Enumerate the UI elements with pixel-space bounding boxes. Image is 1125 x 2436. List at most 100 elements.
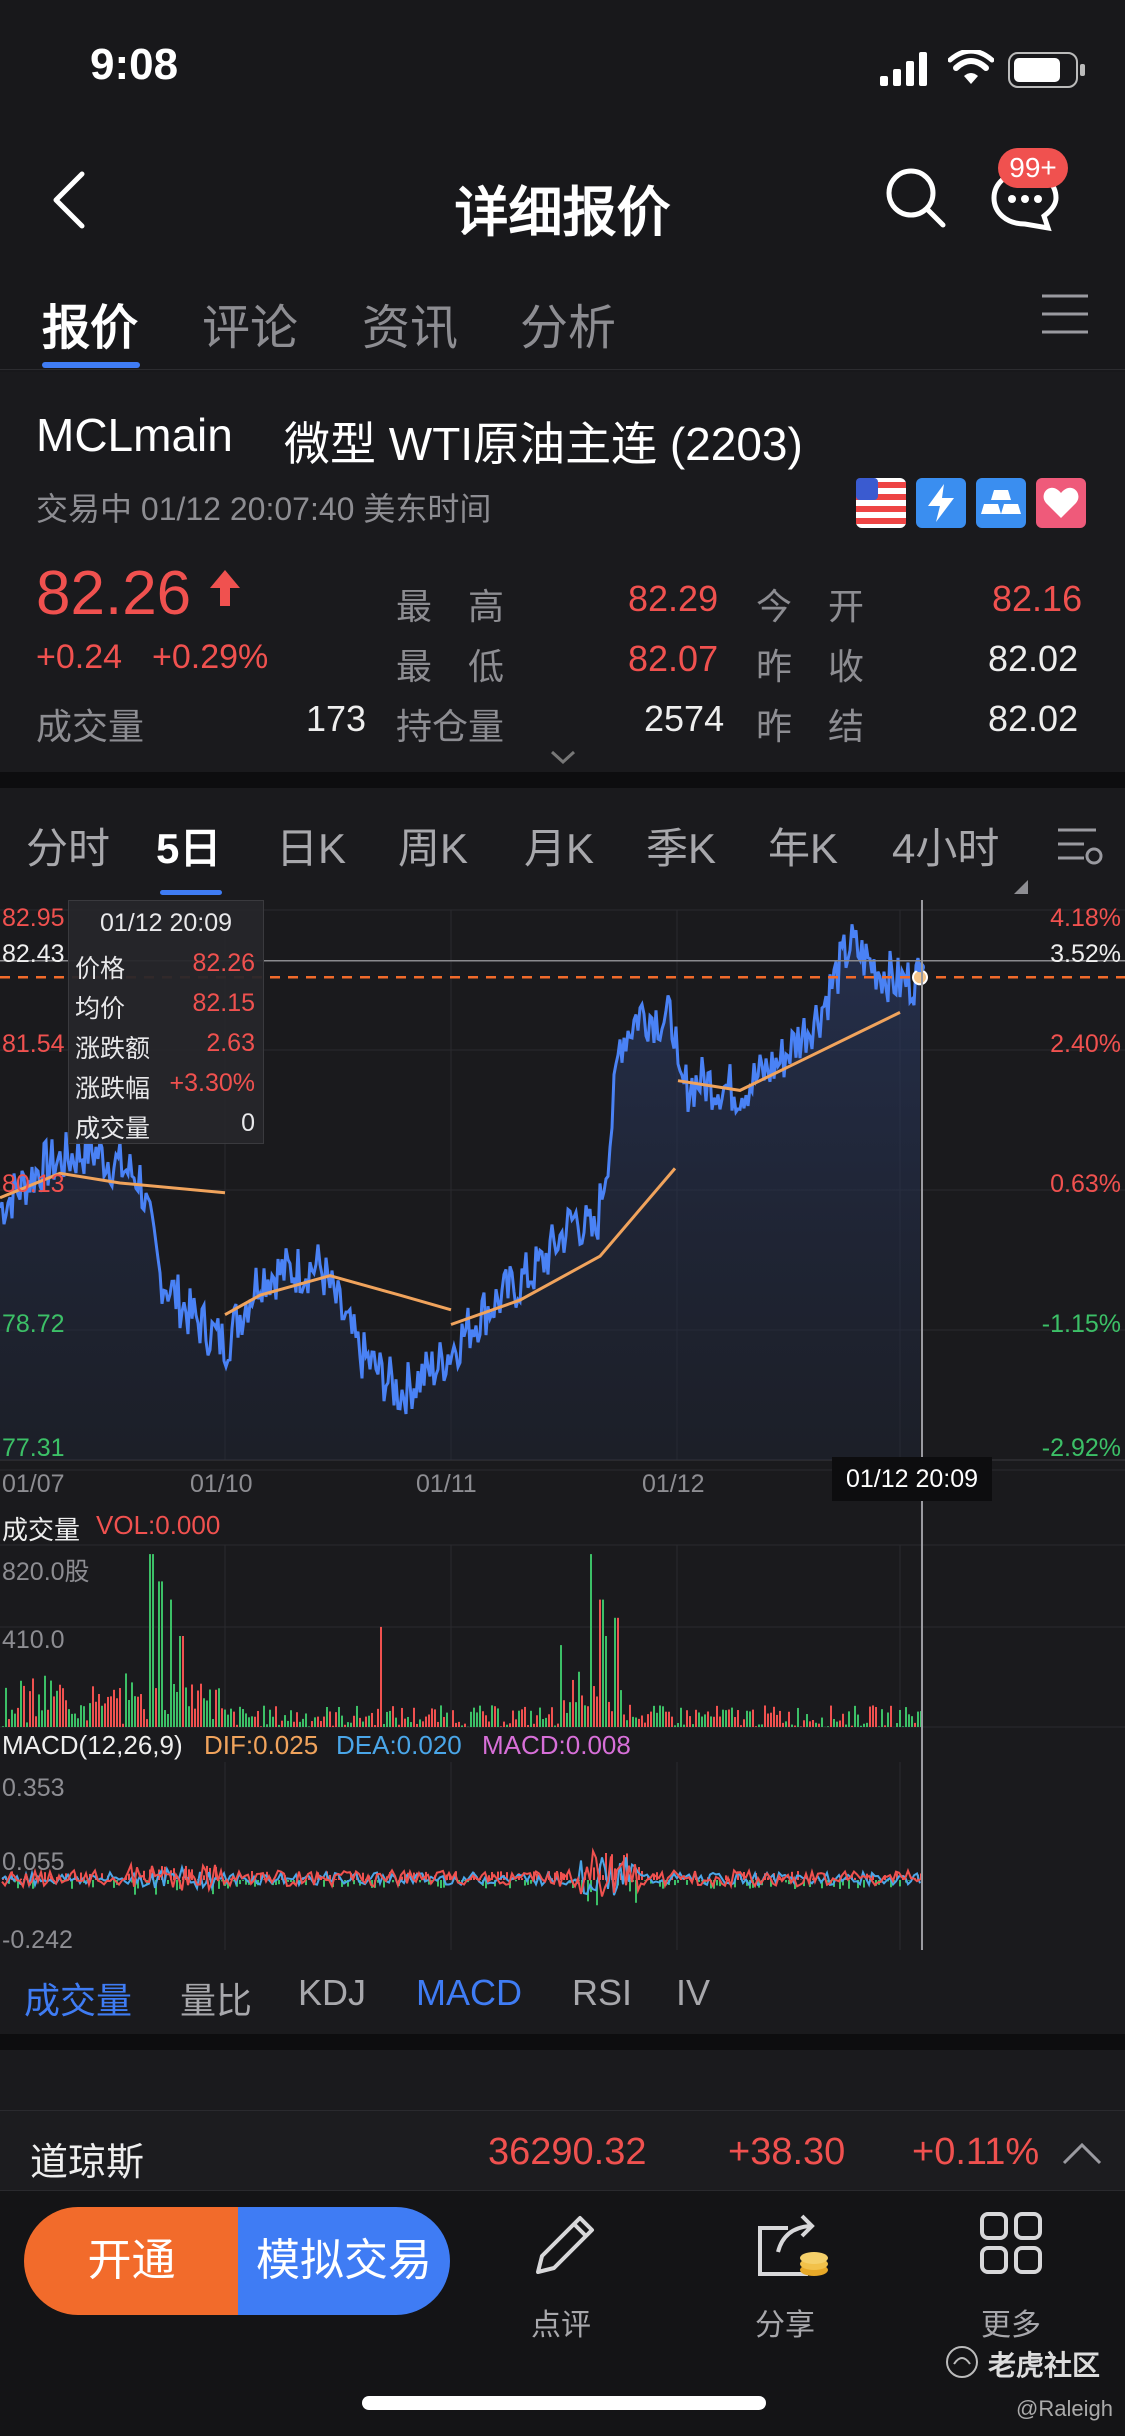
macd-bar xyxy=(308,1877,310,1880)
volume-bar xyxy=(164,1710,166,1727)
open-account-button[interactable]: 开通 xyxy=(24,2207,239,2315)
volume-bar xyxy=(656,1712,658,1727)
volume-bar xyxy=(380,1626,382,1727)
period-tab-monthly[interactable]: 月K xyxy=(524,825,595,872)
volume-bar xyxy=(8,1719,10,1727)
macd-bar xyxy=(485,1880,487,1889)
volume-bar xyxy=(38,1694,40,1727)
volume-bar xyxy=(119,1688,121,1727)
macd-bar xyxy=(131,1880,133,1883)
volume-bar xyxy=(662,1706,664,1727)
volume-bar xyxy=(350,1722,352,1727)
menu-icon[interactable] xyxy=(1040,292,1090,336)
macd-bar xyxy=(863,1880,865,1888)
volume-bar xyxy=(245,1713,247,1727)
volume-bar xyxy=(248,1717,250,1727)
macd-bar xyxy=(686,1880,688,1885)
macd-bar xyxy=(890,1880,892,1888)
up-arrow-icon xyxy=(210,570,240,606)
volume-bar xyxy=(2,1726,4,1727)
tab-comments[interactable]: 评论 xyxy=(202,302,299,355)
macd-bar xyxy=(662,1880,664,1889)
volume-bar xyxy=(629,1704,631,1727)
volume-bar xyxy=(461,1725,463,1727)
macd-bar xyxy=(101,1873,103,1880)
chart-settings-icon[interactable] xyxy=(1056,824,1104,868)
volume-bar xyxy=(584,1705,586,1727)
index-name: 道琼斯 xyxy=(30,2142,145,2184)
comment-tool[interactable]: 点评 xyxy=(496,2208,626,2342)
volume-bar xyxy=(836,1721,838,1727)
index-ticker-bar[interactable]: 道琼斯 36290.32 +38.30 +0.11% xyxy=(0,2110,1125,2190)
period-tab-quarterly[interactable]: 季K xyxy=(646,825,717,872)
macd-bar xyxy=(401,1876,403,1880)
macd-bar xyxy=(32,1880,34,1889)
expand-chevron-icon[interactable] xyxy=(550,750,576,764)
macd-bar xyxy=(305,1880,307,1886)
volume-bar xyxy=(707,1711,709,1727)
volume-bar xyxy=(716,1705,718,1727)
macd-bar xyxy=(383,1880,385,1888)
volume-bar xyxy=(452,1710,454,1727)
macd-bar xyxy=(389,1872,391,1880)
macd-bar xyxy=(176,1880,178,1891)
lightning-icon[interactable] xyxy=(916,478,966,528)
macd-bar xyxy=(437,1880,439,1887)
volume-bar xyxy=(212,1718,214,1727)
volume-bar xyxy=(902,1726,904,1727)
macd-bar xyxy=(635,1880,637,1903)
volume-bar xyxy=(653,1705,655,1727)
volume-bar xyxy=(395,1717,397,1727)
tooltip-row-change: 涨跌额 2.63 xyxy=(75,1029,255,1063)
volume-bar xyxy=(785,1721,787,1727)
y-left-label: 80.13 xyxy=(2,1170,65,1198)
share-tool[interactable]: 分享 xyxy=(720,2208,850,2342)
chevron-up-icon[interactable] xyxy=(1062,2141,1102,2165)
volume-bar xyxy=(143,1709,145,1727)
period-tab-yearly[interactable]: 年K xyxy=(768,825,839,872)
volume-bar xyxy=(551,1707,553,1727)
volume-bar xyxy=(431,1708,433,1727)
more-tool[interactable]: 更多 xyxy=(946,2208,1076,2342)
indicator-tab-iv[interactable]: IV xyxy=(676,1972,711,2013)
period-tab-daily[interactable]: 日K xyxy=(276,825,347,872)
period-tab-intraday[interactable]: 分时 xyxy=(26,825,111,872)
volume-bar xyxy=(209,1689,211,1727)
price-change: +0.24 xyxy=(36,638,123,676)
volume-bar xyxy=(572,1679,574,1727)
page-title: 详细报价 xyxy=(454,183,671,243)
macd-bar xyxy=(899,1880,901,1887)
macd-bar xyxy=(710,1880,712,1889)
period-tab-5day[interactable]: 5日 xyxy=(156,825,222,872)
volume-bar xyxy=(494,1706,496,1727)
volume-bar xyxy=(266,1724,268,1727)
tab-news[interactable]: 资讯 xyxy=(362,302,459,355)
y-right-label: -2.92% xyxy=(1041,1434,1121,1462)
paper-trading-button[interactable]: 模拟交易 xyxy=(238,2207,450,2315)
heart-icon[interactable] xyxy=(1036,478,1086,528)
volume-bar xyxy=(29,1691,31,1727)
tab-analysis[interactable]: 分析 xyxy=(520,302,617,355)
volume-bar xyxy=(404,1718,406,1727)
search-icon[interactable] xyxy=(884,166,948,230)
volume-bar xyxy=(896,1723,898,1727)
indicator-tab-macd[interactable]: MACD xyxy=(416,1972,522,2013)
indicator-tab-rsi[interactable]: RSI xyxy=(572,1972,633,2013)
indicator-tab-kdj[interactable]: KDJ xyxy=(298,1972,367,2013)
y-right-label: 2.40% xyxy=(1050,1030,1121,1058)
volume-bar xyxy=(236,1724,238,1727)
tab-quote[interactable]: 报价 xyxy=(42,302,139,355)
message-icon[interactable] xyxy=(990,168,1060,232)
volume-bar xyxy=(62,1688,64,1727)
indicator-tab-volume-ratio[interactable]: 量比 xyxy=(180,1980,253,2021)
period-tab-4hour[interactable]: 4小时 xyxy=(892,825,1000,872)
volume-bar xyxy=(686,1710,688,1727)
home-indicator xyxy=(362,2396,766,2410)
period-tab-weekly[interactable]: 周K xyxy=(398,825,469,872)
indicator-tab-volume[interactable]: 成交量 xyxy=(24,1980,133,2021)
gold-bars-icon[interactable] xyxy=(976,478,1026,528)
back-arrow-icon[interactable] xyxy=(48,170,88,230)
volume-bar xyxy=(224,1709,226,1727)
volume-bar xyxy=(74,1713,76,1727)
volume-bar xyxy=(890,1705,892,1727)
